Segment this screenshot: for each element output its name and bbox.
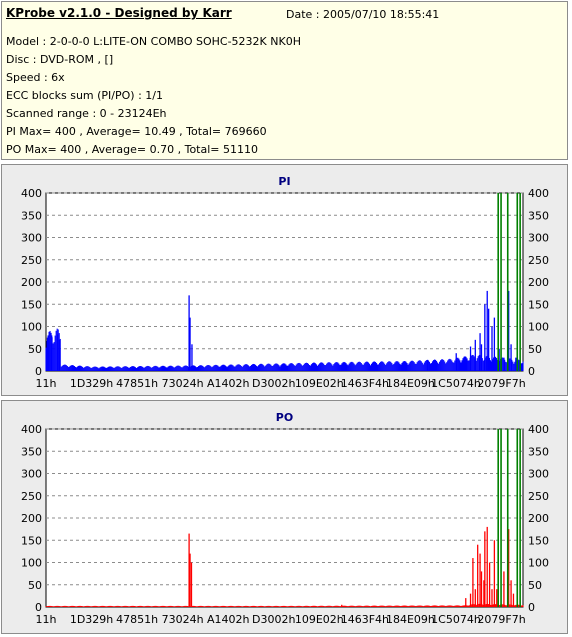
x-tick-label: 2079F7h [477,377,525,390]
chart-title: PO [276,411,293,424]
po-chart-panel: PO 0 0 50 50 100 100 150 150 200 200 250 250 300 300 35… [1,400,568,634]
po-stats-line: PO Max= 400 , Average= 0.70 , Total= 511… [6,143,258,156]
y-tick-label-left: 0 [35,365,42,378]
y-tick-label-right: 200 [528,276,549,289]
y-tick-label-right: 0 [528,365,535,378]
y-tick-label-left: 350 [21,209,42,222]
plot-area [45,192,524,372]
speed-line: Speed : 6x [6,71,65,84]
y-tick-label-right: 300 [528,232,549,245]
y-tick-label-left: 250 [21,254,42,267]
y-tick-label-left: 400 [21,187,42,200]
x-tick-label: 1C5074h [431,377,481,390]
x-tick-label: 109E02h [295,613,344,626]
y-tick-label-left: 100 [21,557,42,570]
x-tick-label: 47851h [116,377,158,390]
y-tick-label-right: 150 [528,534,549,547]
y-tick-label-right: 400 [528,423,549,436]
x-tick-label: 184E09h [386,377,435,390]
y-tick-label-right: 250 [528,254,549,267]
x-tick-label: A1402h [207,377,250,390]
disc-line: Disc : DVD-ROM , [] [6,53,114,66]
y-tick-label-left: 0 [35,601,42,614]
pi-stats-line: PI Max= 400 , Average= 10.49 , Total= 76… [6,125,267,138]
y-tick-label-right: 250 [528,490,549,503]
y-tick-label-left: 250 [21,490,42,503]
x-tick-label: 73024h [162,377,204,390]
x-tick-label: D3002h [252,377,295,390]
x-tick-label: 11h [36,377,57,390]
x-tick-label: 2079F7h [477,613,525,626]
x-tick-label: D3002h [252,613,295,626]
y-tick-label-right: 350 [528,445,549,458]
x-tick-label: 1D329h [70,377,113,390]
x-tick-label: 73024h [162,613,204,626]
x-tick-label: A1402h [207,613,250,626]
y-tick-label-left: 50 [28,579,42,592]
y-tick-label-right: 200 [528,512,549,525]
y-tick-label-right: 300 [528,468,549,481]
ecc-line: ECC blocks sum (PI/PO) : 1/1 [6,89,163,102]
plot-area [45,428,524,608]
y-tick-label-right: 350 [528,209,549,222]
y-tick-label-left: 200 [21,512,42,525]
x-tick-label: 109E02h [295,377,344,390]
model-line: Model : 2-0-0-0 L:LITE-ON COMBO SOHC-523… [6,35,301,48]
y-tick-label-left: 300 [21,468,42,481]
po-chart: PO 0 0 50 50 100 100 150 150 200 200 250 250 300 300 35… [21,411,549,626]
y-tick-label-left: 350 [21,445,42,458]
y-tick-label-right: 150 [528,298,549,311]
scan-date: Date : 2005/07/10 18:55:41 [286,8,440,21]
scanned-range-line: Scanned range : 0 - 23124Eh [6,107,167,120]
y-tick-label-right: 100 [528,321,549,334]
y-tick-label-right: 50 [528,579,542,592]
app-title: KProbe v2.1.0 - Designed by Karr [6,6,232,20]
y-tick-label-right: 400 [528,187,549,200]
y-tick-label-left: 100 [21,321,42,334]
y-tick-label-left: 50 [28,343,42,356]
x-tick-label: 11h [36,613,57,626]
y-tick-label-left: 400 [21,423,42,436]
x-tick-label: 1463F4h [341,377,389,390]
x-tick-label: 1463F4h [341,613,389,626]
x-tick-label: 47851h [116,613,158,626]
x-tick-label: 184E09h [386,613,435,626]
y-tick-label-left: 200 [21,276,42,289]
chart-title: PI [278,175,290,188]
pi-chart: PI 0 0 50 50 100 100 150 150 200 200 250 250 300 300 35… [21,175,549,390]
pi-chart-panel: PI 0 0 50 50 100 100 150 150 200 200 250 250 300 300 35… [1,164,568,396]
y-tick-label-left: 150 [21,298,42,311]
y-tick-label-right: 0 [528,601,535,614]
y-tick-label-left: 150 [21,534,42,547]
y-tick-label-right: 50 [528,343,542,356]
y-tick-label-right: 100 [528,557,549,570]
x-tick-label: 1D329h [70,613,113,626]
y-tick-label-left: 300 [21,232,42,245]
x-tick-label: 1C5074h [431,613,481,626]
info-panel: KProbe v2.1.0 - Designed by Karr Date : … [1,1,568,160]
